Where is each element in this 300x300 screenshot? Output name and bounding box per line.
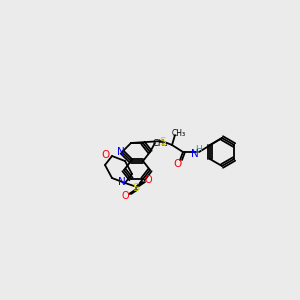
Text: O: O: [144, 175, 152, 185]
Text: O: O: [102, 150, 110, 160]
Text: N: N: [191, 149, 199, 159]
Text: S: S: [132, 183, 140, 193]
Text: CH₃: CH₃: [172, 130, 186, 139]
Text: S: S: [160, 137, 166, 147]
Text: N: N: [118, 177, 126, 187]
Text: H: H: [195, 146, 201, 154]
Text: CH₃: CH₃: [152, 139, 168, 148]
Text: O: O: [121, 191, 129, 201]
Text: N: N: [117, 147, 125, 157]
Text: O: O: [174, 159, 182, 169]
